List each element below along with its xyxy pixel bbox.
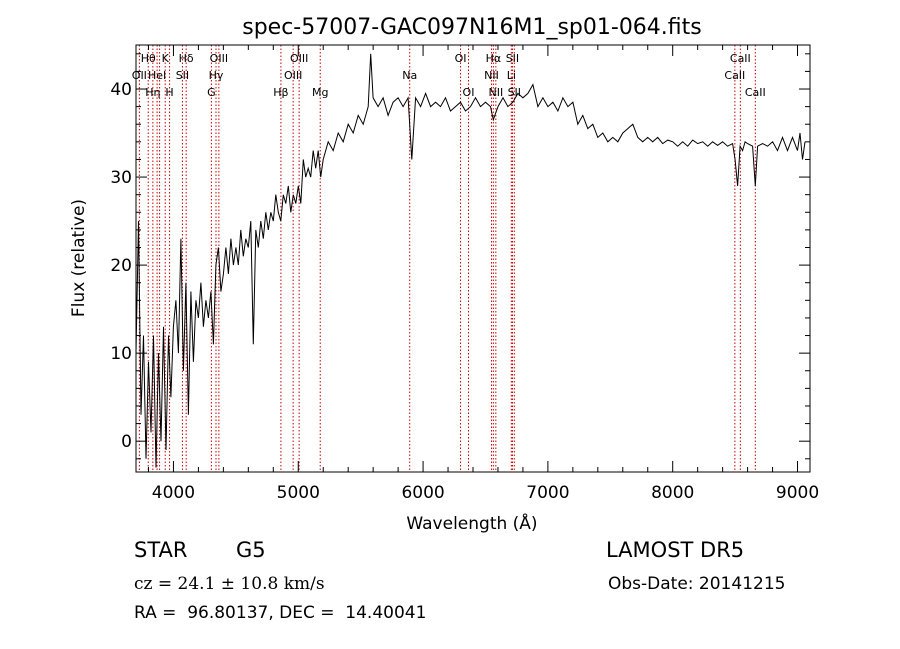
axis-ticks bbox=[136, 45, 810, 472]
line-label-22: Li bbox=[507, 69, 516, 82]
line-label-14: OIII bbox=[290, 52, 308, 65]
line-label-9: G bbox=[207, 86, 216, 99]
line-label-25: CaII bbox=[724, 69, 745, 82]
x-tick-label: 6000 bbox=[401, 483, 444, 503]
line-label-8: Hδ bbox=[179, 52, 194, 65]
line-label-3: HeI bbox=[148, 69, 166, 82]
y-tick-label: 40 bbox=[110, 80, 132, 100]
ra-dec-coordinates: RA = 96.80137, DEC = 14.40041 bbox=[134, 603, 427, 623]
line-label-20: Hα bbox=[486, 52, 502, 65]
redshift-velocity: cz = 24.1 ± 10.8 km/s bbox=[134, 574, 325, 594]
line-label-19: NII bbox=[484, 69, 499, 82]
line-label-18: OI bbox=[463, 86, 475, 99]
spectrum-chart: spec-57007-GAC097N16M1_sp01-064.fits OII… bbox=[69, 15, 819, 534]
chart-title: spec-57007-GAC097N16M1_sp01-064.fits bbox=[242, 15, 702, 40]
x-tick-label: 5000 bbox=[277, 483, 320, 503]
y-tick-label: 30 bbox=[110, 168, 132, 188]
x-tick-label: 7000 bbox=[526, 483, 569, 503]
x-tick-label: 4000 bbox=[152, 483, 195, 503]
y-tick-label: 10 bbox=[110, 344, 132, 364]
line-label-13: OIII bbox=[284, 69, 302, 82]
line-label-24: SII bbox=[508, 86, 521, 99]
emission-line-labels: OIIHθHηHeIKHSIIHδGHγOIIIHβOIIIOIIIMgNaOI… bbox=[132, 52, 766, 99]
y-tick-label: 0 bbox=[121, 432, 132, 452]
observation-date: Obs-Date: 20141215 bbox=[608, 574, 786, 594]
line-label-17: OI bbox=[455, 52, 467, 65]
line-label-12: Hβ bbox=[273, 86, 288, 99]
line-label-6: H bbox=[165, 86, 173, 99]
line-label-15: Mg bbox=[312, 86, 328, 99]
line-label-1: Hθ bbox=[141, 52, 156, 65]
x-tick-label: 8000 bbox=[651, 483, 694, 503]
line-label-26: CaII bbox=[730, 52, 751, 65]
emission-line-markers bbox=[138, 45, 756, 472]
line-label-16: Na bbox=[402, 69, 417, 82]
line-label-10: Hγ bbox=[209, 69, 224, 82]
line-label-7: SII bbox=[176, 69, 189, 82]
survey-name: LAMOST DR5 bbox=[606, 538, 745, 562]
line-label-5: K bbox=[162, 52, 170, 65]
object-subclass: G5 bbox=[236, 538, 266, 562]
line-label-11: OIII bbox=[210, 52, 228, 65]
y-tick-label: 20 bbox=[110, 256, 132, 276]
x-tick-labels: 4000 5000 6000 7000 8000 9000 bbox=[152, 483, 819, 503]
spectrum-line bbox=[135, 53, 806, 468]
x-axis-label: Wavelength (Å) bbox=[406, 512, 537, 534]
y-tick-labels: 0 10 20 30 40 bbox=[110, 80, 132, 452]
line-label-27: CaII bbox=[745, 86, 766, 99]
x-tick-label: 9000 bbox=[776, 483, 819, 503]
line-label-2: Hη bbox=[145, 86, 160, 99]
object-class: STAR bbox=[134, 538, 188, 562]
line-label-21: NII bbox=[488, 86, 503, 99]
line-label-23: SII bbox=[506, 52, 519, 65]
y-axis-label: Flux (relative) bbox=[69, 199, 89, 317]
